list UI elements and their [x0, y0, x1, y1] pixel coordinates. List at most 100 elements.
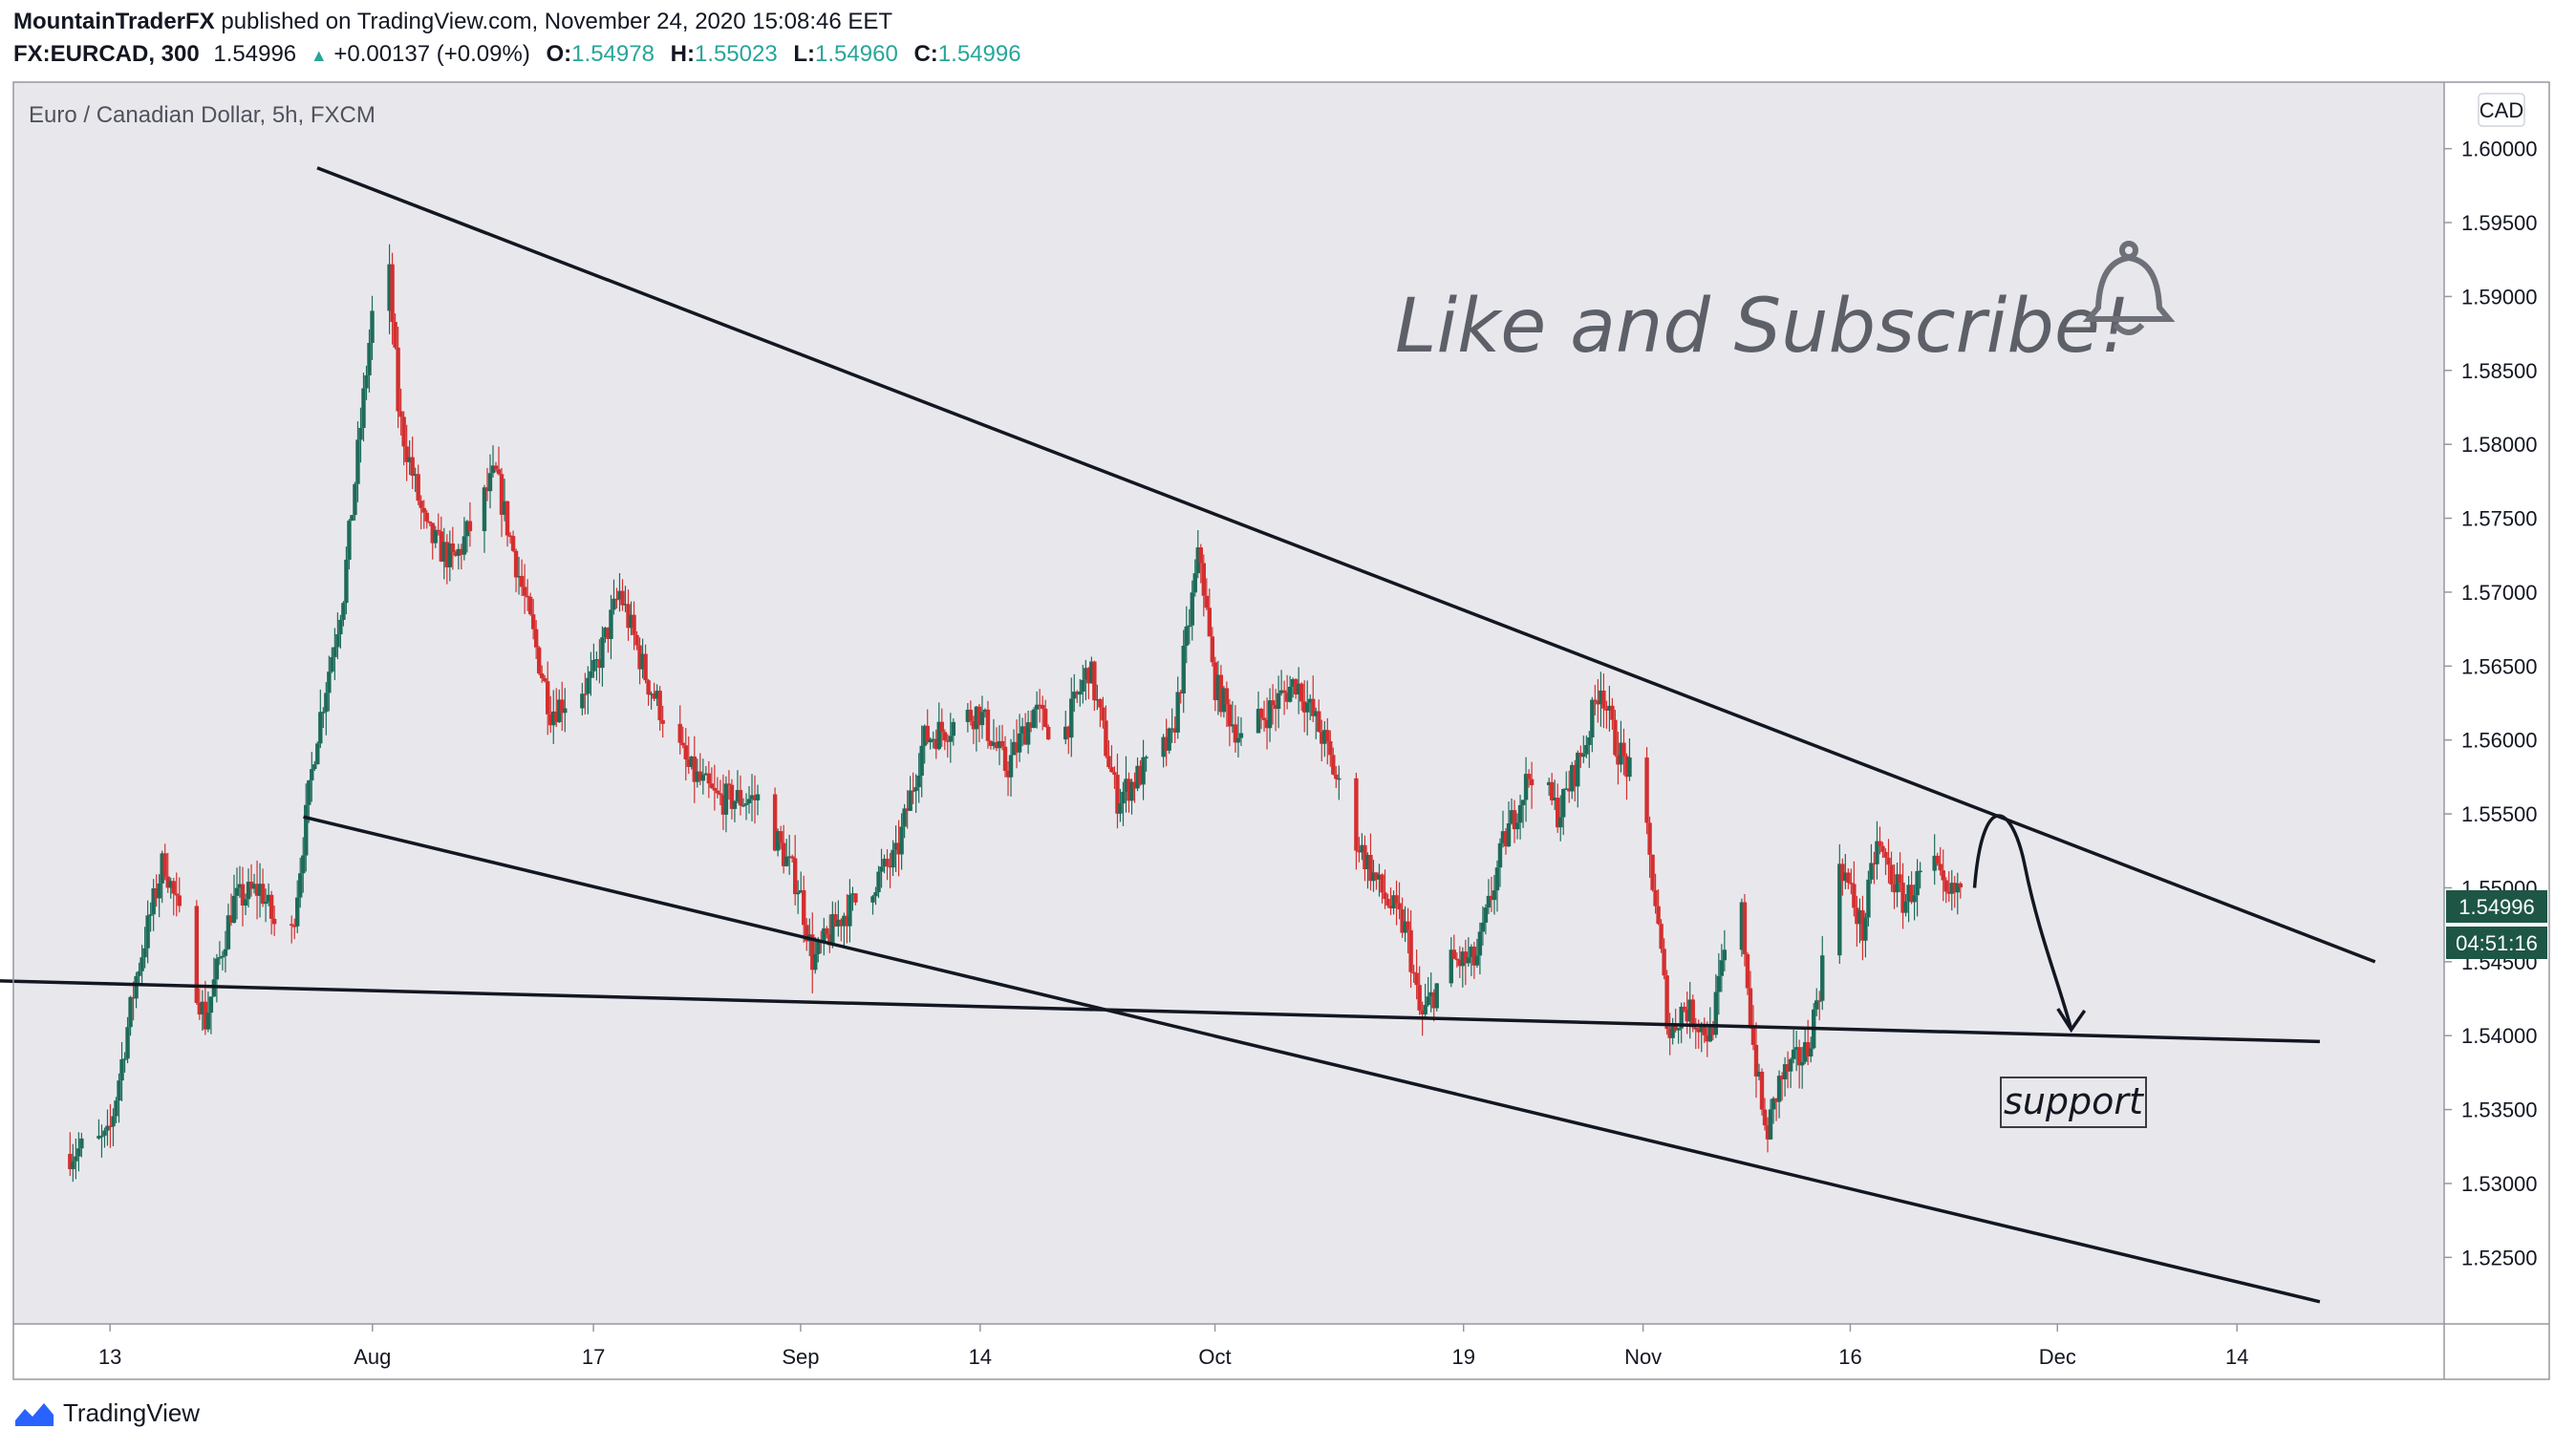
- candle-up: [1739, 902, 1745, 950]
- candle-down: [1086, 668, 1091, 684]
- time-axis[interactable]: 13 Aug 17 Sep 14 Oct 19 Nov 16 Dec 14: [98, 1324, 2248, 1369]
- candle-up: [882, 859, 887, 867]
- candle-up: [1365, 855, 1370, 869]
- candle-up: [617, 590, 622, 600]
- symbol-label[interactable]: FX:EURCAD, 300: [13, 41, 200, 67]
- price-tick-label: 1.57500: [2461, 507, 2538, 531]
- candle-up: [795, 892, 801, 895]
- candle-up: [931, 738, 935, 741]
- candle-down: [1106, 756, 1111, 768]
- candle-down: [1578, 752, 1583, 757]
- candle-up: [456, 548, 462, 556]
- time-tick-label: Sep: [782, 1345, 819, 1369]
- candle-up: [145, 915, 150, 949]
- candle-down: [827, 934, 832, 946]
- candle-down: [1385, 899, 1390, 906]
- candle-up: [257, 884, 263, 896]
- candle-down: [1613, 719, 1618, 756]
- candle-down: [698, 771, 703, 781]
- candle-down: [1457, 959, 1463, 967]
- candle-up: [1480, 922, 1486, 932]
- candle-up: [589, 671, 593, 678]
- candle-up: [965, 710, 971, 722]
- candle-up: [1619, 742, 1623, 765]
- candle-down: [493, 465, 499, 470]
- candle-down: [1042, 709, 1048, 727]
- time-tick-label: 14: [969, 1345, 992, 1369]
- candle-up: [1238, 733, 1244, 738]
- candle-up: [1337, 778, 1342, 780]
- candle-down: [444, 542, 450, 567]
- candle-up: [1296, 683, 1301, 695]
- candle-up: [350, 515, 354, 522]
- candle-up: [1256, 709, 1261, 734]
- candle-up: [786, 856, 792, 858]
- candle-down: [934, 738, 938, 750]
- ohlc-values: O:1.54978 H:1.55023 L:1.54960 C:1.54996: [547, 41, 1031, 67]
- candle-up: [168, 881, 173, 888]
- candle-up: [848, 894, 852, 927]
- candle-down: [1705, 1034, 1709, 1042]
- candle-down: [660, 720, 665, 724]
- projection-arrow-head: [2056, 1008, 2087, 1034]
- candle-up: [117, 1080, 121, 1101]
- candle-up: [1517, 804, 1523, 823]
- candle-down: [1022, 726, 1028, 745]
- candle-up: [1215, 674, 1221, 700]
- candle-down: [527, 596, 533, 615]
- candle-down: [1224, 688, 1230, 705]
- publisher-name[interactable]: MountainTraderFX: [13, 9, 215, 34]
- candle-up: [490, 465, 496, 474]
- candle-down: [1394, 895, 1399, 904]
- candle-up: [355, 439, 360, 484]
- candle-up: [580, 693, 585, 709]
- candle-up: [367, 342, 372, 375]
- currency-badge[interactable]: CAD: [2478, 93, 2525, 127]
- candle-up: [1506, 822, 1512, 847]
- candle-down: [228, 915, 234, 923]
- high-label: H:: [670, 41, 695, 67]
- candle-up: [1121, 791, 1126, 804]
- candle-up: [318, 712, 323, 744]
- candle-down: [1028, 722, 1034, 728]
- candle-down: [1846, 872, 1851, 884]
- candle-up: [1500, 831, 1506, 843]
- candle-down: [484, 487, 490, 492]
- candle-up: [1460, 951, 1466, 967]
- candle-down: [1567, 788, 1572, 792]
- candle-down: [1411, 971, 1416, 974]
- candle-down: [1127, 778, 1131, 801]
- candle-down: [977, 706, 982, 726]
- candle-up: [1081, 679, 1085, 693]
- candle-down: [421, 507, 426, 513]
- candle-up: [1561, 789, 1566, 818]
- candle-up: [1497, 842, 1503, 868]
- candle-up: [125, 1027, 130, 1059]
- candle-down: [1132, 781, 1137, 789]
- candle-up: [1676, 1028, 1681, 1031]
- candle-down: [781, 842, 786, 866]
- candle-down: [1204, 595, 1210, 608]
- candle-down: [597, 659, 602, 669]
- candle-up: [1558, 817, 1563, 828]
- candle-up: [1590, 699, 1595, 738]
- candle-down: [548, 714, 553, 726]
- candle-up: [1587, 737, 1592, 745]
- candle-up: [979, 712, 985, 726]
- candle-down: [1417, 985, 1422, 1011]
- candle-up: [1011, 741, 1017, 756]
- candle-up: [1599, 690, 1603, 705]
- candle-up: [893, 842, 898, 850]
- bell-icon: [2082, 241, 2176, 335]
- tradingview-logo[interactable]: TradingView: [13, 1398, 200, 1428]
- candle-up: [208, 996, 214, 1013]
- candle-down: [1702, 1023, 1707, 1035]
- candle-down: [1311, 698, 1316, 716]
- candle-down: [131, 996, 136, 999]
- candle-up: [1305, 702, 1310, 713]
- candle-down: [738, 790, 743, 806]
- support-annotation: support: [2000, 1077, 2147, 1128]
- candle-down: [1573, 764, 1578, 787]
- price-tick-label: 1.58500: [2461, 359, 2538, 383]
